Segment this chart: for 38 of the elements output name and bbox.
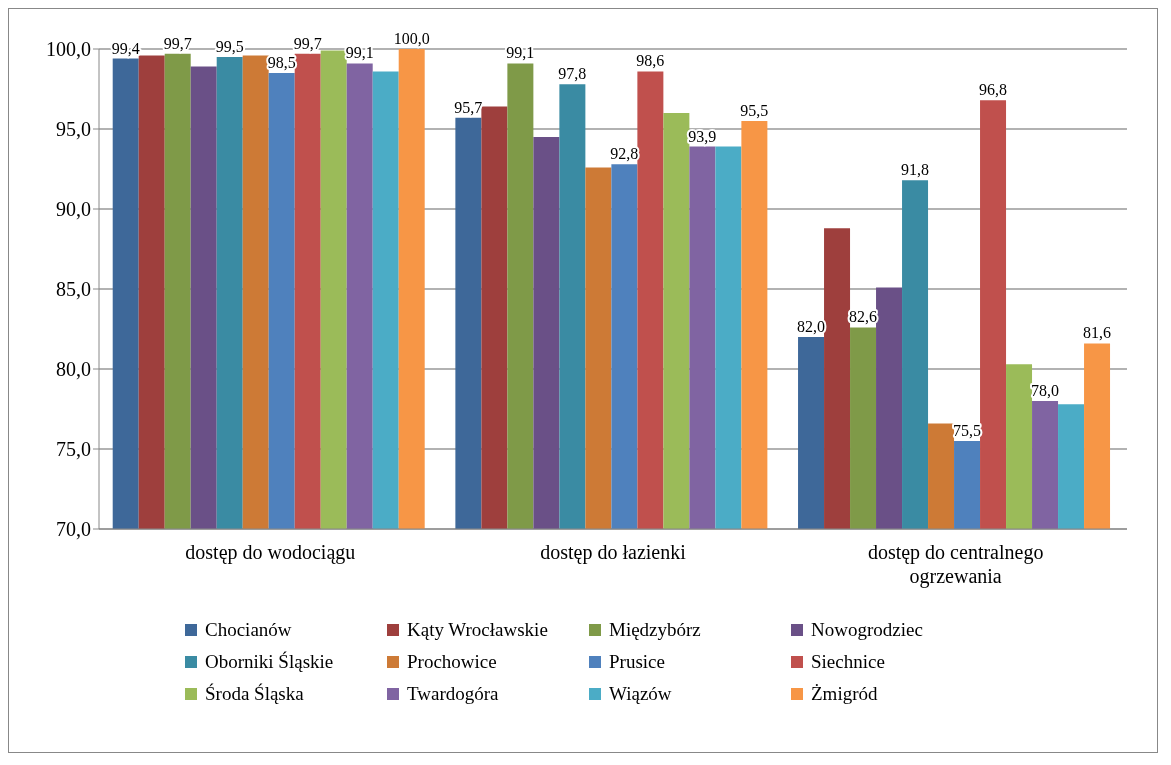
data-label: 98,6 bbox=[636, 52, 665, 70]
data-label: 99,7 bbox=[163, 34, 192, 52]
data-label: 78,0 bbox=[1031, 382, 1060, 399]
y-tick-label: 80,0 bbox=[56, 358, 91, 381]
legend-label: Środa Śląska bbox=[205, 683, 304, 705]
legend-label: Prochowice bbox=[407, 651, 497, 673]
data-label: 91,8 bbox=[901, 161, 930, 179]
data-label: 99,4 bbox=[111, 39, 140, 57]
y-tick-label: 75,0 bbox=[56, 438, 91, 461]
legend-label: Żmigród bbox=[811, 683, 878, 705]
data-label: 99,5 bbox=[215, 38, 244, 55]
legend-label: Kąty Wrocławskie bbox=[407, 619, 548, 641]
data-label: 97,8 bbox=[558, 65, 587, 83]
legend-label: Oborniki Śląskie bbox=[205, 651, 334, 673]
legend-label: Nowogrodziec bbox=[811, 619, 923, 641]
data-label: 95,5 bbox=[740, 102, 769, 119]
legend-label: Wiązów bbox=[609, 683, 672, 705]
y-tick-label: 90,0 bbox=[56, 198, 91, 221]
x-tick-label: dostęp do centralnego ogrzewania bbox=[867, 541, 1044, 588]
data-label: 81,6 bbox=[1083, 324, 1112, 342]
legend-label: Siechnice bbox=[811, 651, 885, 673]
data-label: 96,8 bbox=[979, 81, 1008, 99]
legend-label: Chocianów bbox=[205, 619, 292, 641]
legend-label: Twardogóra bbox=[407, 683, 499, 705]
data-label: 99,1 bbox=[345, 44, 374, 62]
x-tick-label: dostęp do łazienki bbox=[540, 541, 687, 564]
y-tick-label: 85,0 bbox=[56, 278, 91, 301]
y-tick-label: 95,0 bbox=[56, 118, 91, 141]
x-tick-label: dostęp do wodociągu bbox=[185, 541, 356, 564]
data-label: 99,7 bbox=[293, 34, 322, 52]
data-label: 99,1 bbox=[506, 44, 535, 62]
y-tick-label: 100,0 bbox=[46, 38, 91, 61]
data-label: 100,0 bbox=[393, 30, 430, 47]
data-label: 95,7 bbox=[454, 98, 483, 116]
legend-label: Prusice bbox=[609, 651, 665, 673]
legend-label: Międzybórz bbox=[609, 619, 701, 641]
y-tick-label: 70,0 bbox=[56, 518, 91, 541]
data-label: 92,8 bbox=[610, 145, 639, 163]
